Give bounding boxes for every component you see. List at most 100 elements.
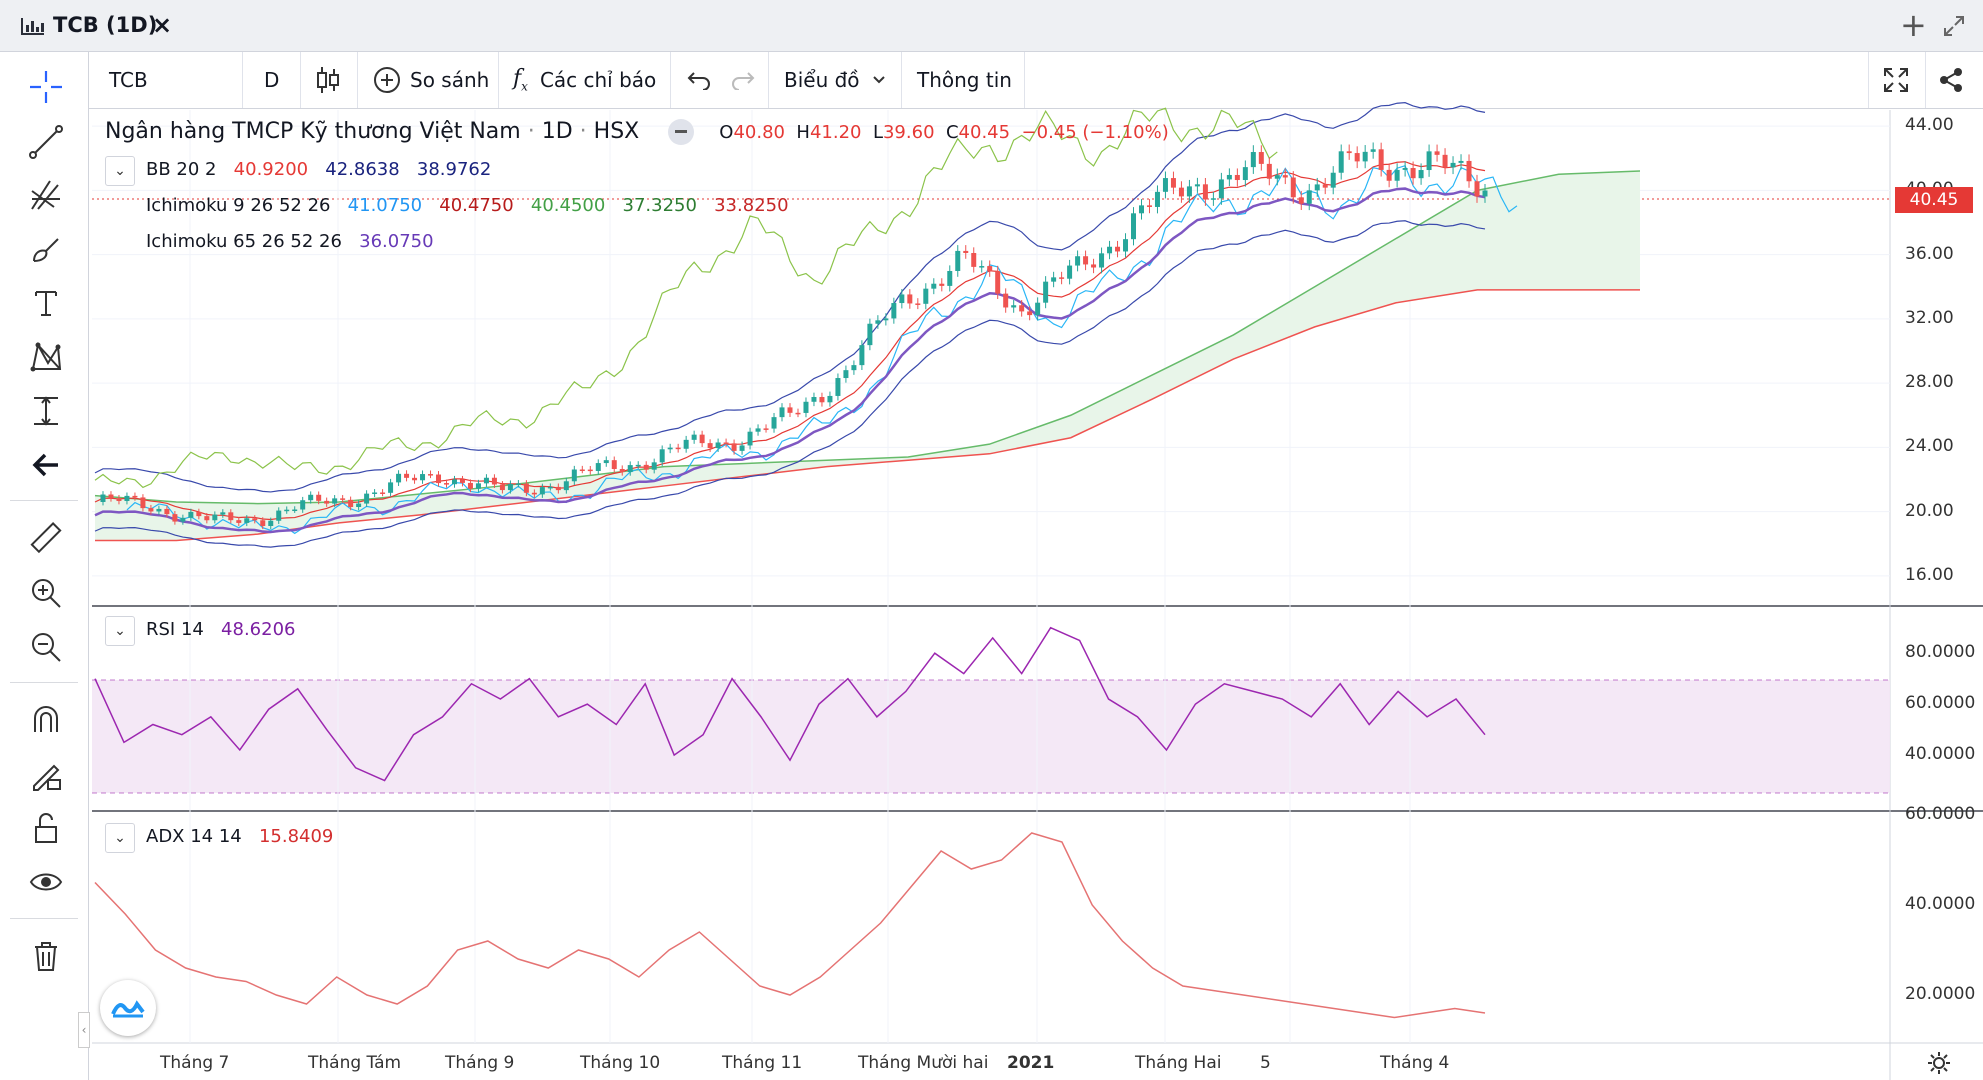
candle-body [731, 443, 737, 451]
magnet-icon[interactable] [24, 700, 68, 740]
candle-body [436, 474, 442, 484]
change-value: −0.45 (−1.10%) [1021, 122, 1169, 143]
candle-body [1290, 177, 1296, 198]
chart-type-dropdown[interactable]: Biểu đồ [784, 52, 886, 108]
zoom-in-icon[interactable] [24, 573, 68, 613]
expand-icon[interactable] [1942, 14, 1966, 38]
candle-body [1091, 264, 1097, 268]
pattern-tool-icon[interactable] [24, 337, 68, 377]
info-button[interactable]: Thông tin [917, 52, 1012, 108]
adx-axis-label: 20.0000 [1905, 984, 1976, 1004]
collapse-indicators-button[interactable]: ⌄ [105, 156, 135, 186]
candle-body [811, 397, 817, 402]
add-tab-icon[interactable]: + [1900, 6, 1927, 44]
candle-body [915, 303, 921, 305]
rsi-axis-label: 80.0000 [1905, 642, 1976, 663]
candle-body [1322, 184, 1328, 188]
ruler-icon[interactable] [24, 519, 68, 559]
share-icon[interactable] [1937, 52, 1965, 108]
candle-body [579, 469, 585, 472]
candle-body [1019, 305, 1025, 312]
symbol-search[interactable]: TCB [109, 52, 239, 108]
candle-body [1194, 184, 1200, 187]
add-circle-icon [374, 67, 400, 93]
adx-line [94, 832, 1486, 1019]
candle-body [451, 479, 457, 485]
ichimoku-legend-1: Ichimoku 9 26 52 26 41.0750 40.4750 40.4… [146, 195, 789, 216]
candle-body [1051, 277, 1057, 282]
bb-lower-line [94, 220, 1486, 548]
lock-drawing-icon[interactable] [24, 754, 68, 794]
candle-body [1306, 190, 1312, 204]
candle-body [891, 303, 897, 319]
brush-icon[interactable] [24, 229, 68, 269]
undo-icon[interactable] [686, 52, 712, 108]
hide-legend-icon[interactable] [668, 119, 695, 145]
interval-label: D [264, 68, 280, 92]
fullscreen-icon[interactable] [1882, 52, 1910, 108]
candle-body [284, 509, 290, 512]
candle-body [483, 477, 489, 484]
collapse-toolbar-handle[interactable]: ‹ [78, 1012, 90, 1048]
candle-body [1386, 169, 1392, 181]
settings-gear-icon[interactable] [1926, 1050, 1952, 1080]
time-axis-label: Tháng 9 [445, 1053, 515, 1073]
crosshair-icon[interactable] [24, 67, 68, 107]
candle-body [1186, 186, 1192, 197]
eye-icon[interactable] [24, 862, 68, 902]
adx-legend: ADX 14 14 15.8409 [146, 826, 334, 847]
adx-axis-label: 60.0000 [1905, 804, 1976, 824]
candle-body [1298, 197, 1304, 204]
candle-body [380, 492, 386, 494]
info-label: Thông tin [917, 68, 1012, 92]
candle-body [1234, 174, 1240, 181]
candle-body [1067, 265, 1073, 279]
candle-body [1282, 175, 1288, 178]
candle-body [428, 474, 434, 476]
candle-body [100, 494, 106, 502]
candle-body [723, 442, 729, 444]
tenkan-line [126, 164, 1518, 535]
redo-icon[interactable] [730, 52, 756, 108]
measure-range-icon[interactable] [24, 391, 68, 431]
zoom-out-icon[interactable] [24, 627, 68, 667]
candle-body [587, 469, 593, 472]
candle-body [196, 511, 202, 517]
candle-body [507, 483, 513, 491]
tradingview-logo[interactable] [100, 980, 156, 1036]
candle-body [1218, 179, 1224, 199]
fib-tool-icon[interactable] [24, 175, 68, 215]
candle-body [1210, 198, 1216, 200]
candle-body [124, 495, 130, 502]
candle-body [699, 434, 705, 444]
trend-line-icon[interactable] [24, 122, 68, 162]
candle-body [1410, 168, 1416, 179]
time-axis-label: Tháng Tám [308, 1053, 402, 1073]
compare-button[interactable]: So sánh [372, 52, 489, 108]
time-axis-label: Tháng Hai [1135, 1053, 1222, 1073]
text-tool-icon[interactable] [24, 283, 68, 323]
trash-icon[interactable] [24, 936, 68, 976]
candle-body [1482, 190, 1488, 197]
candle-body [1330, 172, 1336, 188]
candle-body [332, 498, 338, 504]
candle-body [348, 499, 354, 508]
indicators-button[interactable]: fx Các chỉ báo [513, 52, 656, 108]
candle-body [643, 464, 649, 470]
candle-body [1402, 168, 1408, 170]
back-arrow-icon[interactable] [24, 445, 68, 485]
candle-body [1202, 184, 1208, 200]
candles-icon[interactable] [315, 52, 341, 108]
candle-body [404, 473, 410, 478]
unlock-icon[interactable] [24, 808, 68, 848]
interval-button[interactable]: D [264, 52, 279, 108]
candle-body [499, 484, 505, 491]
candle-body [1458, 160, 1464, 163]
rsi-axis-label: 60.0000 [1905, 693, 1976, 714]
collapse-rsi-button[interactable]: ⌄ [105, 616, 135, 646]
close-tab-icon[interactable]: × [152, 11, 173, 39]
ichimoku-legend-2: Ichimoku 65 26 52 26 36.0750 [146, 231, 434, 252]
collapse-adx-button[interactable]: ⌄ [105, 823, 135, 853]
candle-body [1075, 256, 1081, 266]
candle-body [1123, 239, 1129, 252]
